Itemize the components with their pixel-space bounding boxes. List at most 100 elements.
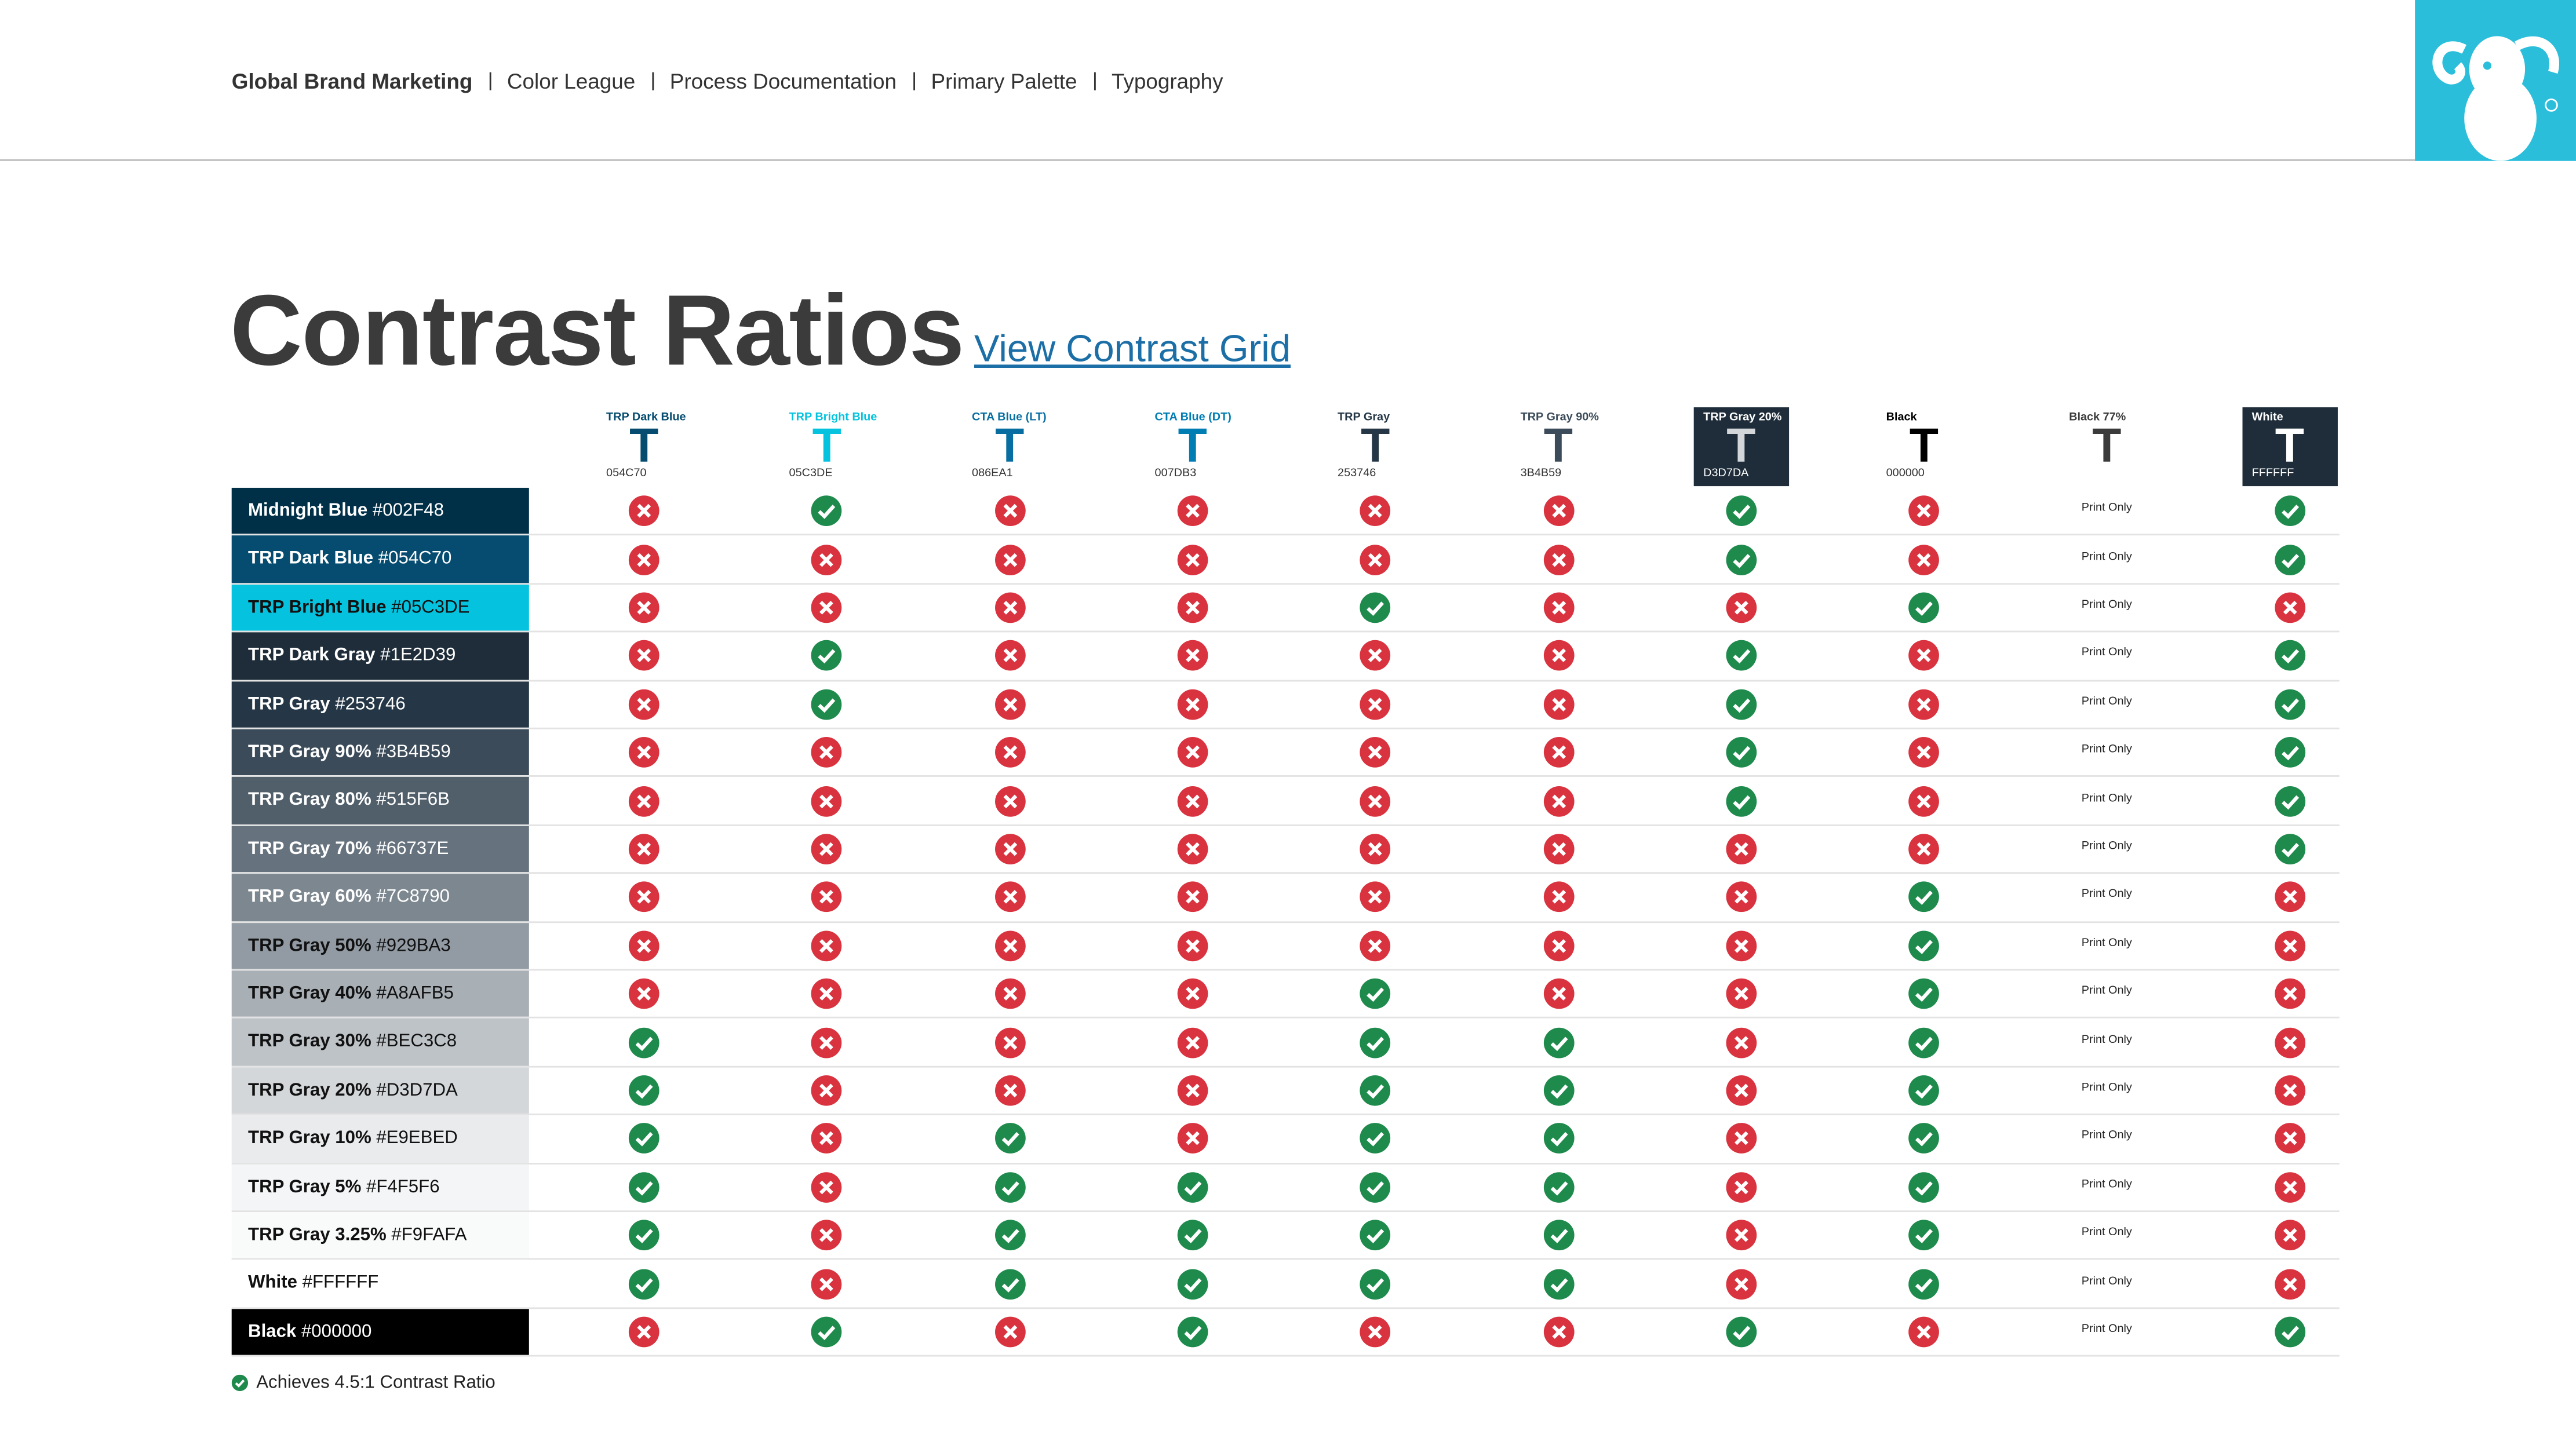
- check-mark: [1915, 891, 1933, 906]
- icon-circle: [628, 1268, 660, 1300]
- fail-icon: [1543, 495, 1574, 527]
- x-mark: [1551, 842, 1565, 856]
- row-label: White #FFFFFF: [231, 1260, 529, 1307]
- column-header: TRP Gray 90% T 3B4B59: [1511, 407, 1606, 486]
- pass-icon: [2274, 544, 2305, 575]
- icon-circle: [1543, 1220, 1574, 1251]
- nav-item[interactable]: Color League: [507, 69, 636, 94]
- pass-icon: [1908, 1027, 1940, 1058]
- column-sample: T: [1543, 420, 1573, 473]
- fail-icon: [2274, 930, 2305, 961]
- column-hex: 086EA1: [972, 468, 1013, 480]
- print-only: Print Only: [2081, 1227, 2132, 1239]
- contrast-grid-link[interactable]: View Contrast Grid: [974, 327, 1291, 370]
- icon-circle: [811, 1316, 843, 1348]
- x-mark: [1734, 1228, 1748, 1243]
- icon-circle: [1725, 640, 1757, 671]
- check-mark: [1915, 1181, 1933, 1196]
- row-hex: #253746: [335, 694, 406, 714]
- pass-icon: [1360, 1171, 1391, 1203]
- fail-icon: [1725, 882, 1757, 913]
- check-mark: [2281, 746, 2299, 761]
- row-hex: #05C3DE: [391, 597, 470, 618]
- column-name: TRP Dark Blue: [606, 412, 686, 424]
- fail-icon: [1360, 834, 1391, 864]
- fail-icon: [1908, 737, 1940, 768]
- row-hex: #000000: [301, 1322, 372, 1342]
- fail-icon: [1360, 737, 1391, 768]
- fail-icon: [628, 495, 660, 527]
- check-mark: [1915, 1133, 1933, 1147]
- row-label: TRP Gray 30% #BEC3C8: [231, 1019, 529, 1066]
- nav-item[interactable]: Process Documentation: [669, 69, 897, 94]
- print-only: Print Only: [2081, 889, 2132, 901]
- row-label: TRP Gray 5% #F4F5F6: [231, 1163, 529, 1211]
- check-mark: [635, 1084, 653, 1099]
- icon-circle: [1177, 1220, 1208, 1251]
- fail-icon: [1543, 640, 1574, 671]
- row-name: TRP Gray 5%: [248, 1177, 362, 1197]
- logo[interactable]: [2415, 0, 2576, 161]
- nav-item[interactable]: Primary Palette: [931, 69, 1077, 94]
- check-mark: [1732, 746, 1750, 761]
- icon-circle: [1177, 1268, 1208, 1300]
- nav-separator: [1093, 72, 1095, 90]
- pass-icon: [2274, 495, 2305, 527]
- pass-icon: [1908, 592, 1940, 623]
- fail-icon: [1360, 640, 1391, 671]
- nav-item[interactable]: Typography: [1112, 69, 1223, 94]
- row-hex: #D3D7DA: [376, 1080, 458, 1100]
- x-mark: [819, 1228, 834, 1243]
- fail-icon: [1543, 882, 1574, 913]
- row-label: TRP Gray 10% #E9EBED: [231, 1115, 529, 1162]
- fail-icon: [994, 689, 1025, 720]
- row-name: TRP Gray 70%: [248, 839, 371, 859]
- x-mark: [1368, 939, 1383, 953]
- row-name: TRP Gray 30%: [248, 1032, 371, 1052]
- fail-icon: [1725, 1220, 1757, 1251]
- x-mark: [1551, 649, 1565, 663]
- x-mark: [2282, 987, 2297, 1001]
- column-header: TRP Dark Blue T 054C70: [596, 407, 691, 486]
- nav-item[interactable]: Global Brand Marketing: [231, 69, 473, 94]
- fail-icon: [1725, 1123, 1757, 1154]
- pass-icon: [1725, 785, 1757, 816]
- fail-icon: [811, 1027, 843, 1058]
- row-label: TRP Gray 90% #3B4B59: [231, 729, 529, 776]
- fail-icon: [1177, 930, 1208, 961]
- fail-icon: [811, 785, 843, 816]
- x-mark: [1185, 552, 1200, 567]
- x-mark: [1368, 794, 1383, 808]
- column-name: TRP Bright Blue: [789, 412, 877, 424]
- check-mark: [1367, 1181, 1384, 1196]
- pass-icon: [1908, 1171, 1940, 1203]
- fail-icon: [1177, 882, 1208, 913]
- fail-icon: [628, 979, 660, 1009]
- fail-icon: [1177, 1075, 1208, 1106]
- column-header: Black 77% T: [2059, 407, 2154, 486]
- pass-icon: [994, 1268, 1025, 1300]
- check-mark: [1367, 1229, 1384, 1244]
- check-mark: [2281, 649, 2299, 665]
- row-hex: #3B4B59: [376, 742, 451, 762]
- legend-icon: [231, 1374, 249, 1392]
- check-mark: [1732, 505, 1750, 520]
- fail-icon: [994, 1027, 1025, 1058]
- icon-circle: [1725, 737, 1757, 768]
- fail-icon: [1725, 834, 1757, 864]
- icon-circle: [1543, 1123, 1574, 1154]
- x-mark: [637, 890, 651, 904]
- column-header: CTA Blue (LT) T 086EA1: [962, 407, 1057, 486]
- fail-icon: [2274, 1268, 2305, 1300]
- pass-icon: [1360, 1075, 1391, 1106]
- icon-circle: [1725, 785, 1757, 816]
- x-mark: [1916, 697, 1931, 711]
- x-mark: [2282, 1228, 2297, 1243]
- check-mark: [818, 1326, 836, 1341]
- fail-icon: [1725, 1268, 1757, 1300]
- check-mark: [1184, 1229, 1202, 1244]
- x-mark: [819, 1276, 834, 1291]
- check-mark: [1367, 1278, 1384, 1292]
- fail-icon: [1725, 1171, 1757, 1203]
- icon-circle: [2274, 640, 2305, 671]
